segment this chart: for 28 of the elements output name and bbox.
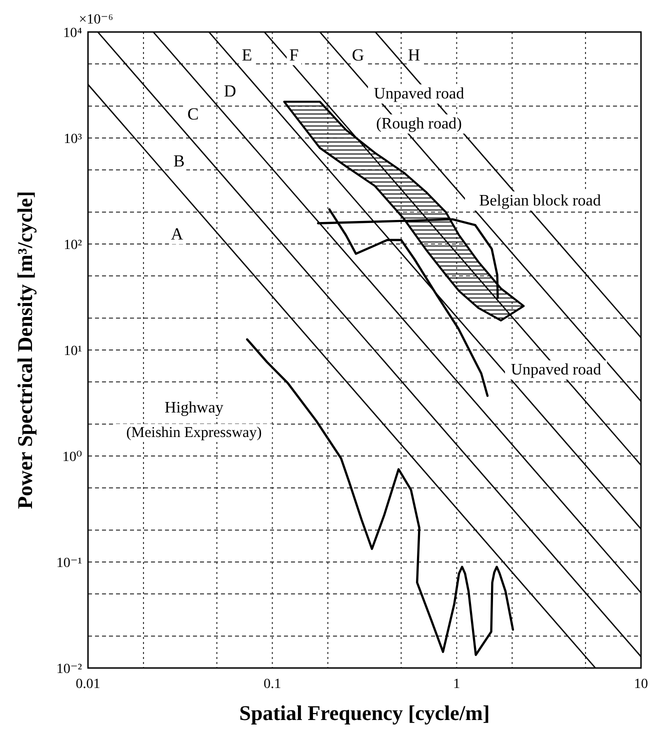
annotation: Unpaved road	[374, 86, 464, 102]
annotation: E	[242, 46, 252, 64]
y-tick-label: 10²	[64, 238, 82, 253]
annotation: G	[352, 46, 364, 64]
y-tick-label: 10³	[64, 132, 82, 147]
x-axis-title: Spatial Frequency [cycle/m]	[239, 701, 490, 725]
annotation: D	[224, 82, 236, 100]
annotation: Unpaved road	[510, 362, 602, 378]
x-tick-label: 10	[634, 677, 648, 692]
y-tick-label: 10⁻¹	[56, 556, 82, 571]
y-tick-label: 10⁴	[63, 26, 82, 41]
annotation: H	[408, 46, 420, 64]
y-tick-label: 10⁰	[62, 450, 82, 465]
annotation: B	[173, 152, 185, 170]
y-axis-title: Power Spectrical Density [m³/cycle]	[13, 191, 37, 509]
text: ×10⁻⁶	[78, 12, 114, 28]
annotation: (Rough road)	[376, 116, 462, 132]
annotation: Belgian block road	[479, 192, 601, 210]
annotation: F	[289, 46, 299, 64]
x-tick-label: 0.01	[76, 677, 100, 692]
annotation: A	[170, 224, 184, 244]
x-tick-label: 1	[453, 677, 460, 692]
annotation: Highway	[164, 400, 224, 416]
annotation: C	[187, 104, 199, 124]
y-tick-label: 10¹	[64, 344, 82, 359]
x-tick-label: 0.1	[264, 677, 282, 692]
y-tick-label: 10⁻²	[56, 662, 82, 677]
annotation: (Meishin Expressway)	[126, 425, 262, 441]
